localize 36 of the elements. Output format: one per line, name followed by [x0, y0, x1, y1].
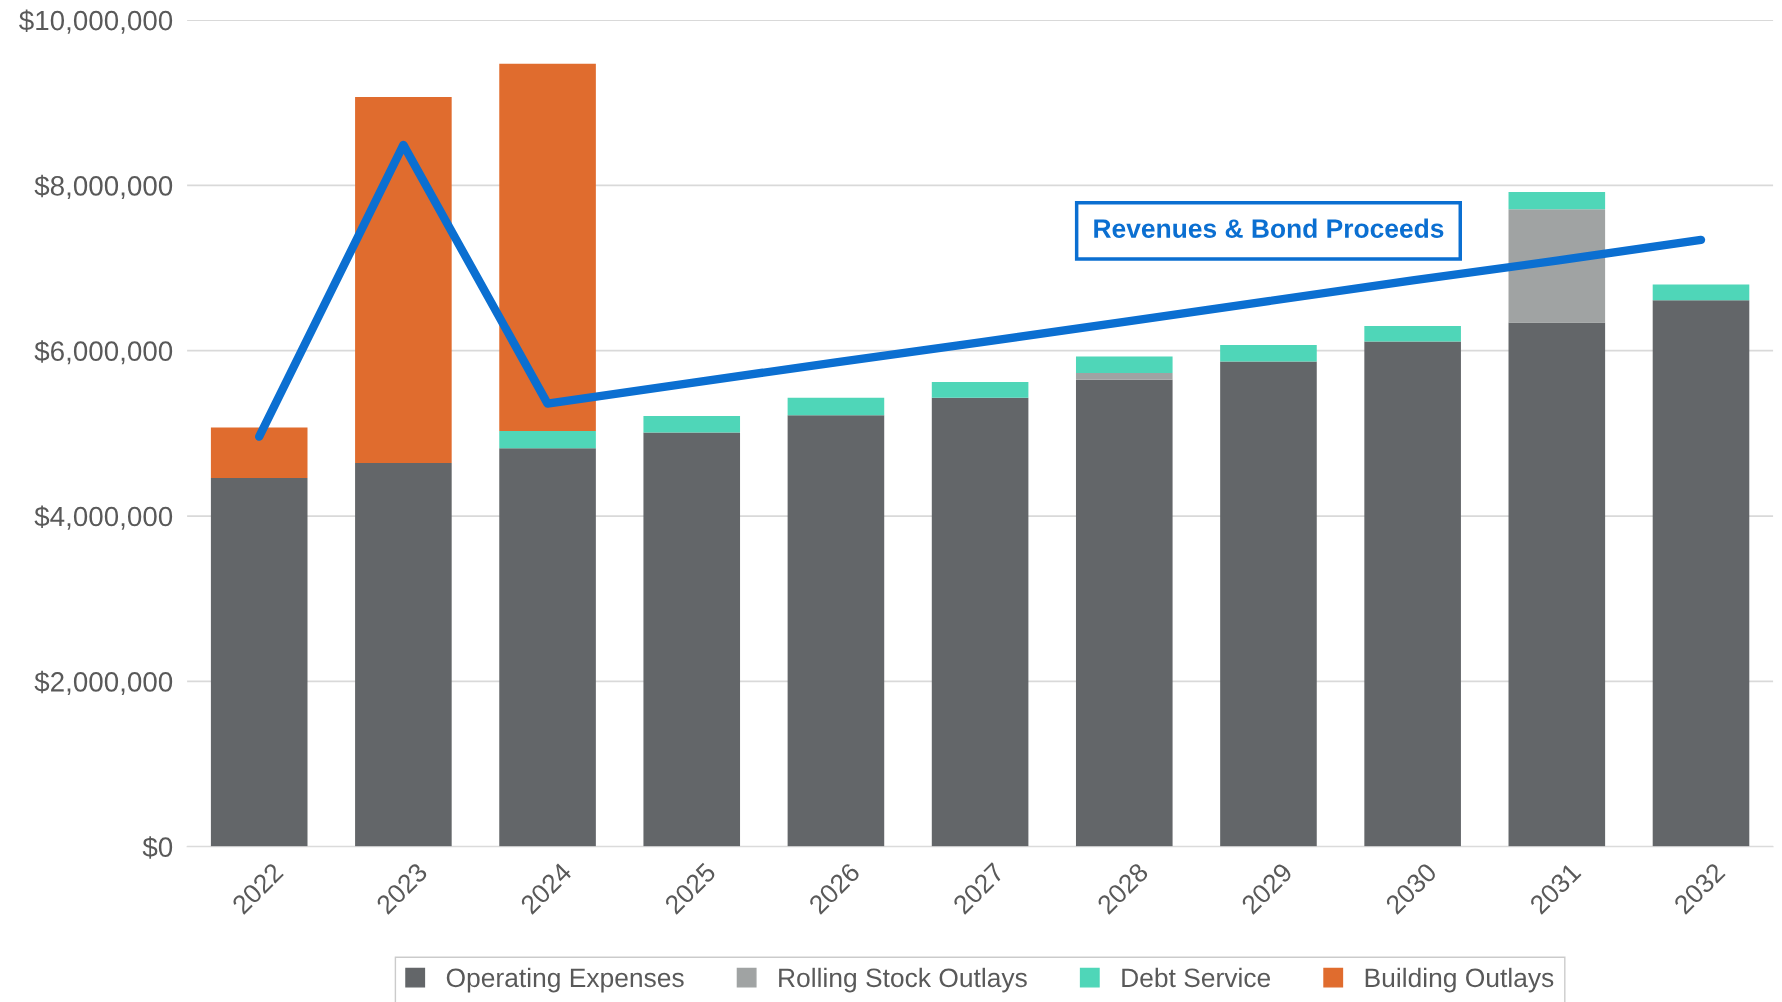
- legend-label: Operating Expenses: [446, 967, 684, 993]
- bar: [1652, 300, 1750, 847]
- bar: [355, 96, 452, 464]
- bar: [643, 416, 741, 433]
- y-tick-label: $2,000,000: [34, 670, 173, 695]
- bar: [1508, 209, 1606, 323]
- y-tick-label: $0: [142, 836, 173, 859]
- bar: [1364, 325, 1461, 342]
- bar: [643, 432, 741, 847]
- bar: [1075, 379, 1173, 847]
- bar: [1508, 191, 1606, 210]
- bar: [931, 382, 1029, 398]
- bar: [499, 63, 596, 431]
- bar: [1652, 284, 1750, 301]
- bar: [355, 463, 452, 847]
- y-tick-label: $8,000,000: [34, 174, 173, 199]
- legend-label: Building Outlays: [1365, 967, 1554, 993]
- bar: [931, 397, 1029, 847]
- y-tick-label: $6,000,000: [34, 340, 173, 365]
- bar: [1220, 361, 1317, 847]
- bar: [499, 430, 596, 449]
- bar: [1075, 373, 1173, 380]
- legend-label: Debt Service: [1122, 967, 1271, 988]
- bar: [210, 427, 308, 478]
- bar: [1220, 344, 1317, 362]
- bar: [499, 448, 596, 847]
- bar: [787, 397, 885, 416]
- y-tick-label: $10,000,000: [19, 9, 173, 34]
- bar: [787, 415, 885, 847]
- legend-label: Rolling Stock Outlays: [779, 967, 1027, 993]
- bar: [1075, 356, 1173, 374]
- bar: [210, 478, 308, 847]
- series-label: Revenues & Bond Proceeds: [1094, 218, 1444, 238]
- bar: [1508, 322, 1606, 847]
- y-tick-label: $4,000,000: [34, 505, 173, 530]
- bar: [1364, 341, 1461, 847]
